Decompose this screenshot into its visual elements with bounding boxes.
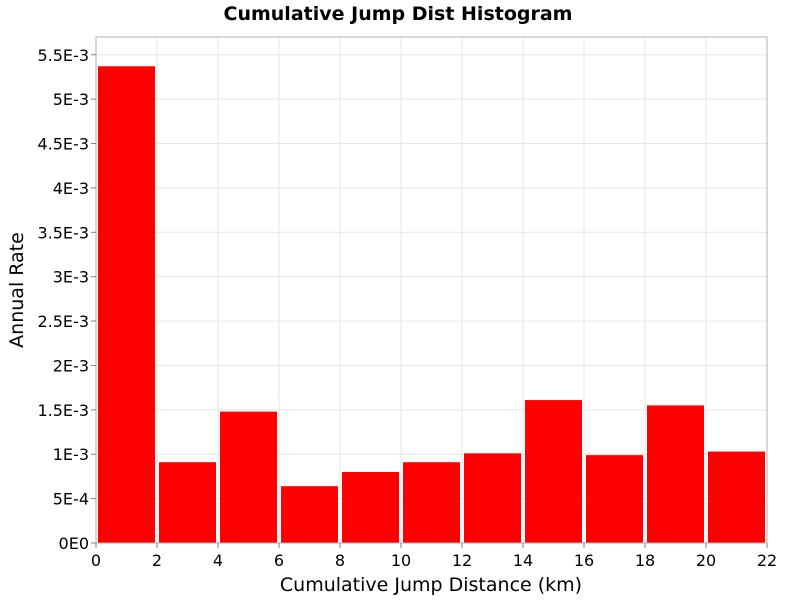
y-tick-label: 4.5E-3 bbox=[37, 135, 89, 154]
x-axis-label: Cumulative Jump Distance (km) bbox=[280, 574, 582, 596]
x-tick-label: 10 bbox=[391, 551, 411, 570]
y-tick-label: 2.5E-3 bbox=[37, 312, 89, 331]
x-tick-label: 16 bbox=[574, 551, 594, 570]
y-tick-label: 5.5E-3 bbox=[37, 46, 89, 65]
bar-0-2 bbox=[98, 66, 155, 543]
chart-title: Cumulative Jump Dist Histogram bbox=[224, 3, 573, 25]
bar-4-6 bbox=[220, 411, 277, 543]
bar-20-22 bbox=[708, 451, 765, 543]
y-tick-label: 3E-3 bbox=[53, 268, 89, 287]
y-tick-label: 0E0 bbox=[59, 534, 89, 553]
x-tick-label: 14 bbox=[513, 551, 533, 570]
x-tick-label: 8 bbox=[335, 551, 345, 570]
bar-2-4 bbox=[159, 462, 216, 543]
plot-frame bbox=[95, 36, 768, 544]
y-axis-ticks: 0E0 5E-4 1E-3 1.5E-3 2E-3 2.5E-3 3E-3 3.5E-3 4E-… bbox=[37, 46, 96, 553]
y-tick-label: 1E-3 bbox=[53, 445, 89, 464]
bar-10-12 bbox=[403, 462, 460, 543]
y-tick-label: 5E-3 bbox=[53, 90, 89, 109]
x-tick-label: 20 bbox=[696, 551, 716, 570]
bar-8-10 bbox=[342, 471, 399, 543]
bar-6-8 bbox=[281, 486, 338, 543]
x-axis-ticks: 0 2 4 6 8 10 12 14 16 18 20 22 bbox=[91, 543, 777, 570]
bar-16-18 bbox=[586, 455, 643, 543]
x-tick-label: 18 bbox=[635, 551, 655, 570]
y-tick-label: 2E-3 bbox=[53, 356, 89, 375]
x-tick-label: 6 bbox=[274, 551, 284, 570]
x-tick-label: 4 bbox=[213, 551, 223, 570]
y-tick-label: 5E-4 bbox=[53, 490, 89, 509]
bar-12-14 bbox=[464, 453, 521, 543]
x-tick-label: 0 bbox=[91, 551, 101, 570]
bar-18-20 bbox=[647, 405, 704, 543]
bars bbox=[98, 66, 765, 543]
x-tick-label: 22 bbox=[757, 551, 777, 570]
y-axis-label: Annual Rate bbox=[6, 232, 28, 348]
y-tick-label: 3.5E-3 bbox=[37, 223, 89, 242]
y-tick-label: 4E-3 bbox=[53, 179, 89, 198]
x-tick-label: 2 bbox=[152, 551, 162, 570]
x-tick-label: 12 bbox=[452, 551, 472, 570]
bar-14-16 bbox=[525, 400, 582, 543]
y-tick-label: 1.5E-3 bbox=[37, 401, 89, 420]
